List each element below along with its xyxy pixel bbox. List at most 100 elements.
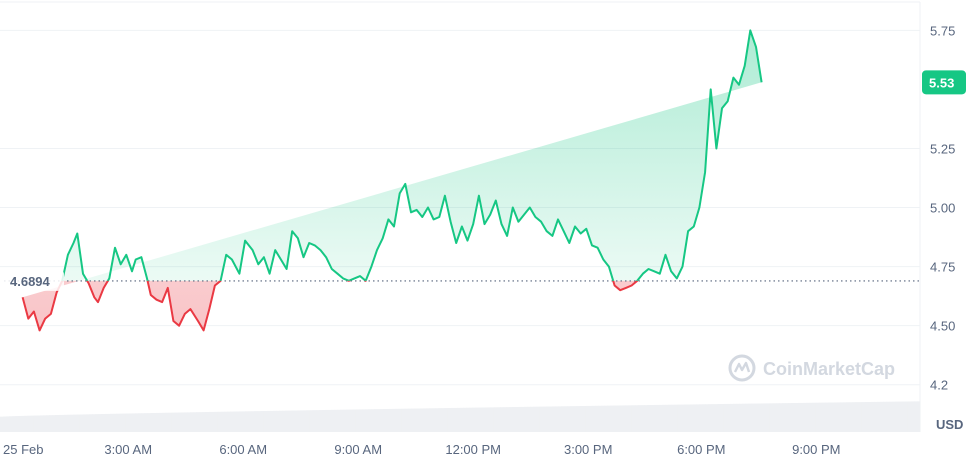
volume-bar	[223, 411, 228, 432]
volume-bar	[27, 415, 32, 432]
volume-bar	[214, 411, 219, 432]
volume-bar	[46, 415, 50, 432]
baseline-label: 4.6894	[4, 270, 64, 291]
volume-bar	[564, 406, 568, 432]
volume-bar	[82, 414, 87, 432]
volume-bar	[782, 403, 786, 432]
volume-bar	[122, 413, 127, 432]
volume-bar	[12, 416, 16, 432]
volume-bar	[239, 411, 243, 432]
volume-bar	[380, 409, 384, 432]
volume-bar	[573, 406, 577, 432]
volume-bar	[867, 401, 872, 432]
volume-bar	[414, 408, 418, 432]
volume-bar	[257, 411, 262, 432]
volume-bar	[910, 401, 915, 432]
volume-bar	[806, 402, 810, 432]
volume-bar	[539, 406, 544, 432]
volume-bar	[291, 410, 295, 432]
x-tick-label: 3:00 PM	[564, 442, 612, 457]
volume-bar	[355, 409, 360, 432]
volume-bar	[754, 403, 758, 432]
volume-bar	[3, 416, 7, 432]
volume-bar	[318, 410, 323, 432]
volume-bar	[177, 412, 182, 432]
volume-bar	[423, 408, 427, 432]
volume-bar	[895, 401, 899, 432]
volume-bar	[693, 404, 697, 432]
volume-bar	[21, 415, 25, 432]
volume-bar	[187, 412, 191, 432]
volume-bar	[147, 413, 151, 432]
volume-bar	[52, 415, 56, 432]
volume-bar	[211, 411, 216, 432]
volume-bar	[509, 407, 513, 432]
volume-bar	[245, 411, 249, 432]
volume-bar	[680, 404, 685, 432]
volume-bar	[475, 407, 479, 432]
volume-bar	[242, 411, 246, 432]
volume-bar	[757, 403, 761, 432]
volume-bar	[9, 416, 13, 432]
volume-bar	[834, 402, 838, 432]
volume-bar	[821, 402, 826, 432]
volume-bar	[352, 409, 357, 432]
volume-bar	[98, 414, 102, 432]
volume-bar	[119, 413, 124, 432]
volume-bar	[300, 410, 304, 432]
volume-bar	[395, 408, 400, 432]
volume-bar	[607, 405, 611, 432]
volume-bar	[674, 404, 679, 432]
volume-bar	[582, 405, 587, 432]
volume-bar	[392, 408, 396, 432]
volume-bar	[913, 401, 918, 432]
volume-bar	[916, 401, 921, 432]
volume-bar	[775, 403, 780, 432]
volume-bar	[800, 402, 804, 432]
volume-bar	[159, 412, 163, 432]
volume-bar	[732, 403, 737, 432]
volume-bar	[659, 404, 663, 432]
volume-bar	[506, 407, 510, 432]
volume-bar	[736, 403, 740, 432]
volume-bar	[456, 407, 461, 432]
volume-bar	[55, 415, 59, 432]
volume-bar	[36, 415, 41, 432]
volume-bar	[110, 413, 114, 432]
volume-bar	[518, 406, 522, 432]
volume-bar	[803, 402, 807, 432]
volume-bar	[426, 408, 430, 432]
volume-bar	[644, 405, 648, 432]
volume-bar	[785, 403, 789, 432]
baseline-value: 4.6894	[10, 274, 51, 289]
area-above-baseline	[62, 30, 762, 281]
volume-bar	[545, 406, 550, 432]
volume-bar	[417, 408, 421, 432]
volume-bar	[441, 408, 446, 432]
volume-bar	[248, 411, 252, 432]
volume-bar	[858, 402, 863, 432]
volume-bar	[622, 405, 626, 432]
volume-bar	[33, 415, 38, 432]
volume-bar	[193, 412, 197, 432]
volume-bar	[745, 403, 749, 432]
volume-bar	[870, 401, 875, 432]
volume-bar	[104, 413, 108, 432]
volume-bar	[901, 401, 906, 432]
volume-bar	[42, 415, 47, 432]
volume-bar	[266, 410, 271, 432]
volume-bar	[39, 415, 44, 432]
volume-bar	[668, 404, 672, 432]
volume-bar	[70, 414, 74, 432]
volume-bar	[92, 414, 96, 432]
volume-bar	[686, 404, 691, 432]
volume-bar	[168, 412, 173, 432]
x-tick-label: 3:00 AM	[104, 442, 152, 457]
volume-bar	[714, 404, 718, 432]
volume-bar	[604, 405, 608, 432]
volume-bar	[73, 414, 78, 432]
volume-bar	[368, 409, 372, 432]
volume-bar	[450, 407, 455, 432]
y-tick-label: 5.00	[930, 201, 955, 216]
